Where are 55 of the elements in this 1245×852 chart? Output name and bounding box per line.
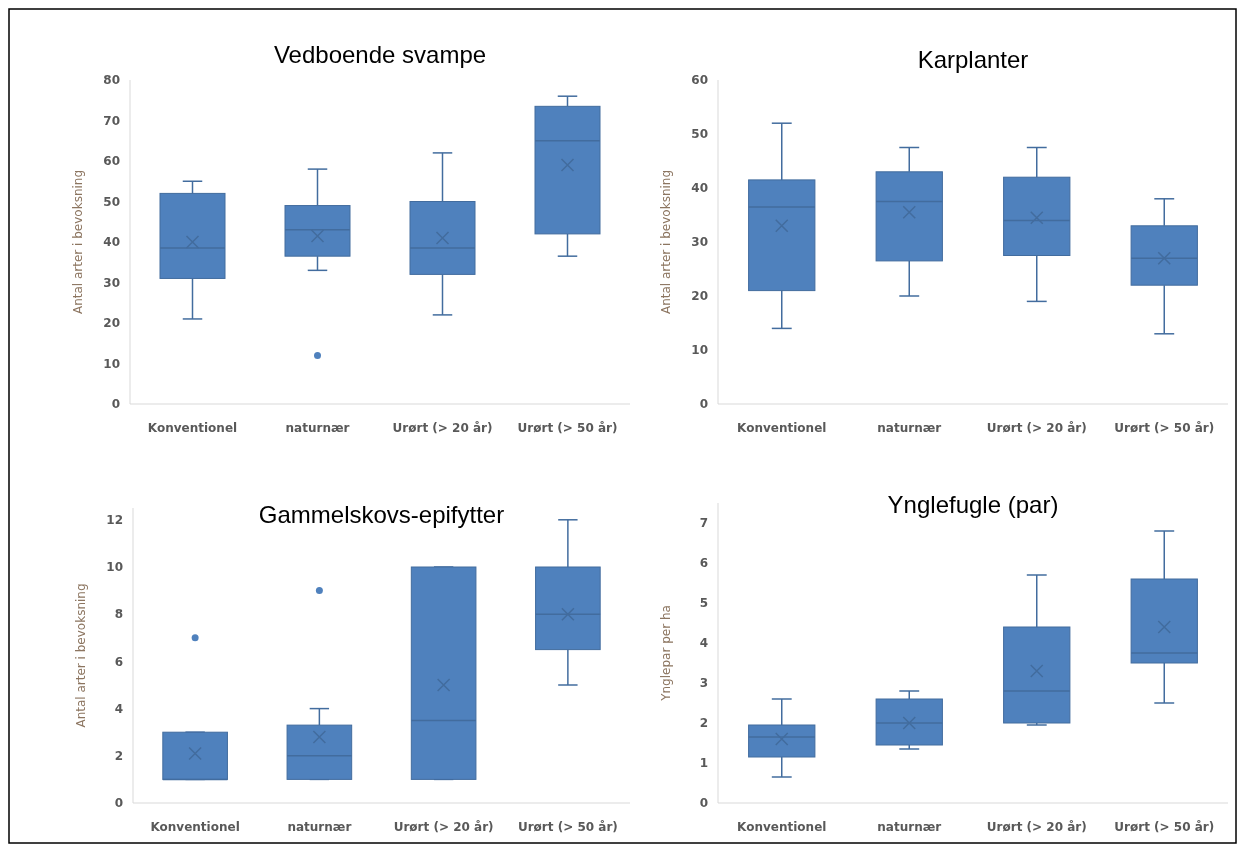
y-tick-label: 50: [691, 127, 708, 142]
y-tick-label: 12: [106, 513, 123, 527]
x-tick-label: naturnær: [877, 421, 942, 435]
x-tick-label: Urørt (> 50 år): [517, 820, 618, 834]
y-tick-label: 3: [699, 676, 708, 691]
y-tick-label: 7: [699, 516, 708, 531]
y-axis-title: Antal arter i bevoksning: [71, 169, 85, 315]
y-tick-label: 60: [103, 154, 120, 169]
x-tick-label: naturnær: [877, 820, 942, 834]
y-tick-label: 10: [691, 343, 708, 358]
y-tick-label: 70: [103, 113, 120, 128]
chart-title: Ynglefugle (par): [887, 491, 1059, 518]
x-tick-label: Urørt (> 20 år): [986, 820, 1087, 834]
y-tick-label: 10: [106, 560, 123, 575]
x-tick-label: naturnær: [287, 820, 352, 834]
y-axis-title: Antal arter i bevoksning: [74, 583, 88, 728]
y-tick-label: 0: [699, 796, 708, 811]
y-tick-label: 40: [103, 235, 120, 250]
y-tick-label: 2: [699, 716, 708, 731]
chart-title: Vedboende svampe: [273, 41, 487, 68]
y-tick-label: 5: [699, 596, 708, 611]
y-tick-label: 4: [114, 701, 123, 716]
x-tick-label: Urørt (> 50 år): [517, 421, 618, 435]
y-tick-label: 20: [691, 289, 708, 304]
x-tick-label: Urørt (> 20 år): [986, 421, 1087, 435]
y-tick-label: 50: [103, 194, 120, 209]
x-tick-label: Urørt (> 50 år): [1114, 421, 1215, 435]
y-tick-label: 2: [114, 749, 123, 763]
y-tick-label: 30: [103, 275, 120, 290]
x-tick-label: Konventionel: [147, 421, 238, 435]
x-tick-label: naturnær: [285, 421, 350, 435]
chart-title: Karplanter: [917, 46, 1029, 73]
y-tick-label: 6: [114, 654, 123, 669]
chart-title: Gammelskovs-epifytter: [258, 501, 505, 528]
x-tick-label: Konventionel: [737, 421, 827, 435]
y-tick-label: 4: [699, 636, 708, 651]
y-tick-label: 0: [114, 796, 123, 811]
y-tick-label: 10: [103, 356, 120, 371]
y-tick-label: 20: [103, 316, 120, 331]
y-tick-label: 30: [691, 235, 708, 250]
x-tick-label: Urørt (> 20 år): [393, 820, 494, 834]
y-tick-label: 40: [691, 181, 708, 196]
y-tick-label: 0: [111, 397, 120, 412]
y-axis-title: Antal arter i bevoksning: [659, 169, 673, 315]
y-tick-label: 80: [103, 73, 120, 88]
y-tick-label: 1: [699, 756, 708, 771]
x-tick-label: Konventionel: [737, 820, 827, 834]
x-tick-label: Urørt (> 50 år): [1114, 820, 1215, 834]
y-tick-label: 6: [699, 556, 708, 571]
y-tick-label: 8: [114, 607, 123, 622]
x-tick-label: Urørt (> 20 år): [392, 421, 493, 435]
y-axis-title: Ynglepar per ha: [659, 605, 673, 702]
x-tick-label: Konventionel: [150, 820, 240, 834]
y-tick-label: 0: [699, 397, 708, 412]
y-tick-label: 60: [691, 73, 708, 88]
